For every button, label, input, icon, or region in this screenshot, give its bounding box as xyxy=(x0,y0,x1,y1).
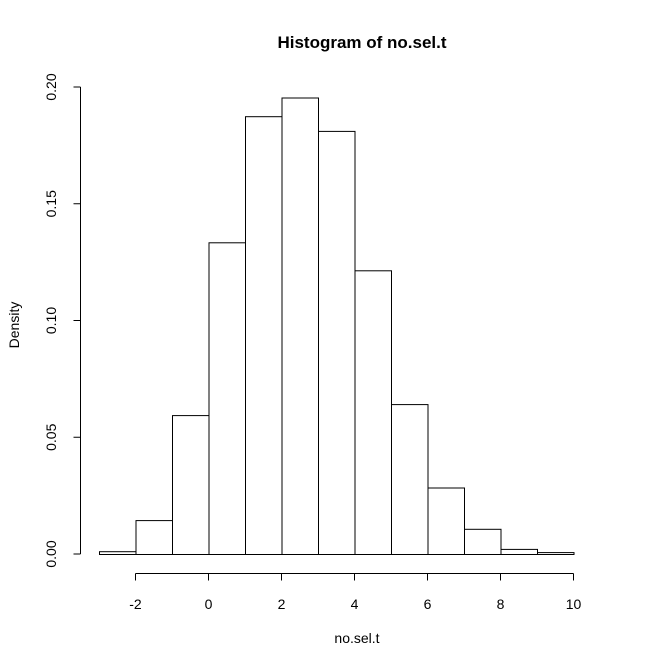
histogram-bar xyxy=(464,528,502,555)
x-tick-label: 6 xyxy=(424,596,432,612)
x-axis-label: no.sel.t xyxy=(334,630,379,646)
histogram-bar xyxy=(537,552,575,555)
histogram-bar xyxy=(391,404,429,555)
y-tick-label: 0.00 xyxy=(43,540,59,567)
y-axis-label: Density xyxy=(6,302,22,349)
histogram-bar xyxy=(281,97,319,555)
x-tick-label: 2 xyxy=(278,596,286,612)
bars-group xyxy=(99,97,575,556)
histogram-bar xyxy=(208,242,246,556)
chart-title: Histogram of no.sel.t xyxy=(277,33,446,52)
x-tick-label: -2 xyxy=(129,596,142,612)
y-tick-label: 0.15 xyxy=(43,190,59,217)
y-axis: 0.00 0.05 0.10 0.15 0.20 xyxy=(43,73,81,568)
y-tick-label: 0.20 xyxy=(43,73,59,100)
histogram-bar xyxy=(99,551,137,556)
histogram-bar xyxy=(500,548,538,556)
histogram-bar xyxy=(318,130,356,555)
x-axis: -2 0 2 4 6 8 10 xyxy=(129,573,582,612)
histogram-bar xyxy=(427,487,465,555)
y-tick-label: 0.10 xyxy=(43,307,59,334)
histogram-bar xyxy=(135,520,173,555)
x-tick-label: 8 xyxy=(497,596,505,612)
x-tick-label: 10 xyxy=(566,596,582,612)
x-tick-label: 4 xyxy=(351,596,359,612)
histogram-bar xyxy=(245,116,283,555)
y-tick-label: 0.05 xyxy=(43,423,59,450)
x-tick-label: 0 xyxy=(205,596,213,612)
histogram-bar xyxy=(354,270,392,555)
histogram-bar xyxy=(172,415,210,555)
